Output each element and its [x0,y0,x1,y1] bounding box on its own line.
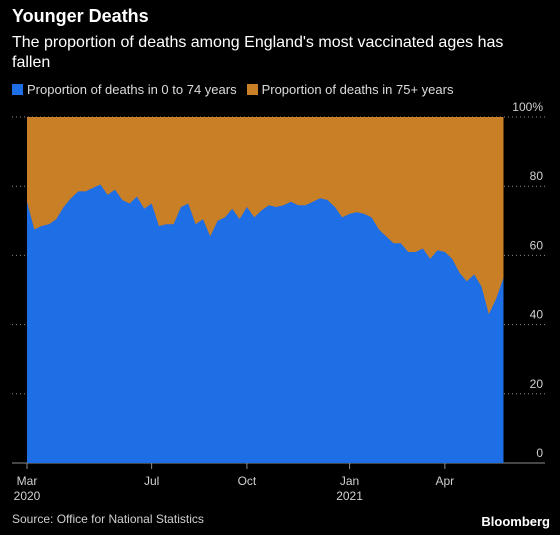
y-axis-ticks: 0 20 40 60 80 100% [512,100,543,460]
legend-swatch-under75 [12,84,23,95]
x-tick-year-label: 2021 [336,489,363,503]
y-tick-label: 100% [512,100,543,114]
x-tick-label: Oct [238,474,257,488]
x-tick-label: Mar [17,474,38,488]
y-tick-label: 80 [530,169,544,183]
legend-item-under75: Proportion of deaths in 0 to 74 years [12,82,237,97]
y-tick-label: 0 [536,446,543,460]
chart-subtitle: The proportion of deaths among England's… [12,34,504,71]
legend-label-75plus: Proportion of deaths in 75+ years [261,82,454,97]
y-tick-label: 20 [530,377,544,391]
source-note: Source: Office for National Statistics [12,512,204,526]
legend: Proportion of deaths in 0 to 74 years Pr… [12,82,463,97]
chart-title: Younger Deaths [12,6,149,26]
x-tick-label: Jul [144,474,159,488]
x-tick-year-label: 2020 [14,489,41,503]
brand-logo: Bloomberg [481,514,550,529]
legend-swatch-75plus [246,84,258,95]
x-tick-label: Jan [340,474,359,488]
y-tick-label: 60 [530,238,544,252]
legend-item-75plus: Proportion of deaths in 75+ years [246,82,454,97]
legend-label-under75: Proportion of deaths in 0 to 74 years [27,82,237,97]
area-series-under75 [27,184,504,463]
x-tick-label: Apr [436,474,455,488]
y-tick-label: 40 [530,308,544,322]
